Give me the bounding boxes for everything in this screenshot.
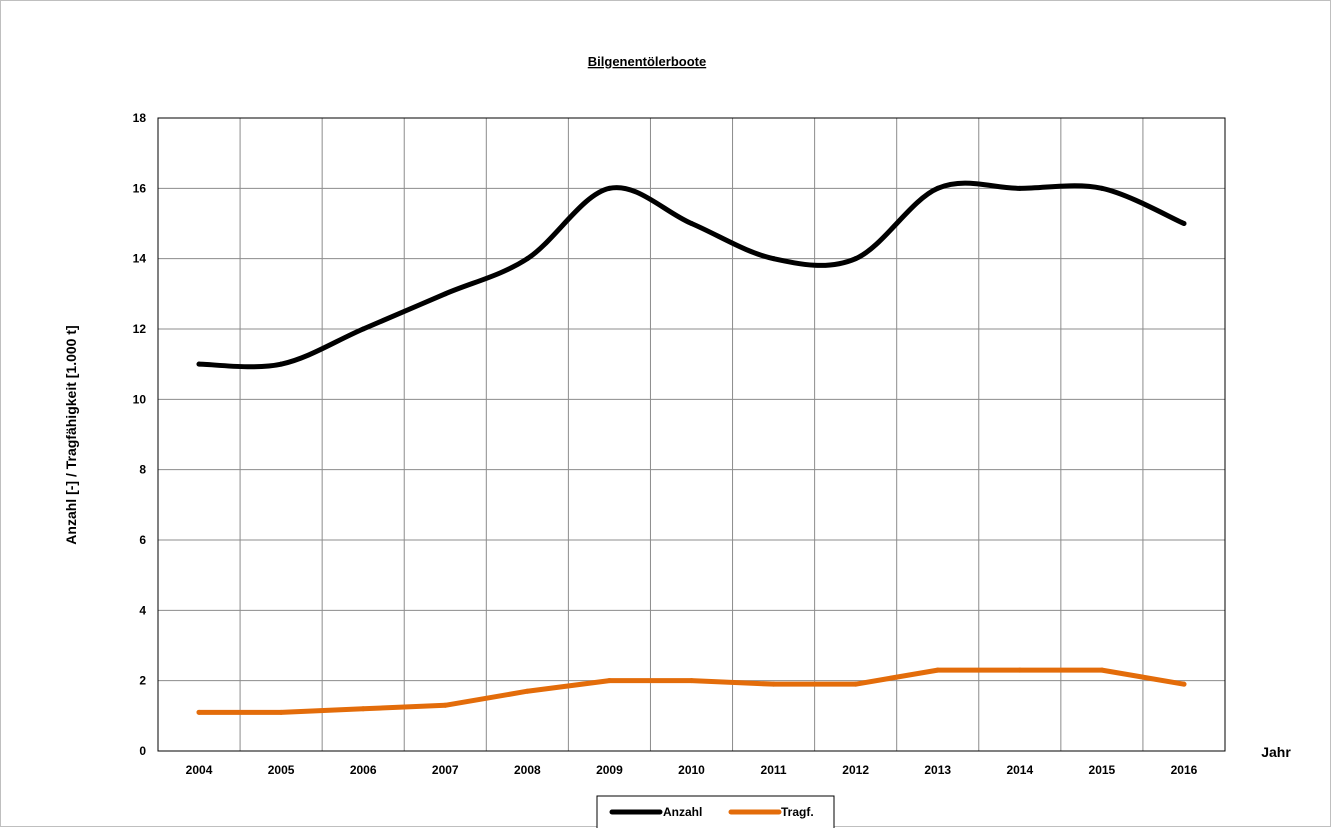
data-point (1099, 185, 1105, 191)
data-point (1099, 667, 1105, 673)
x-tick-label: 2016 (1171, 763, 1198, 777)
legend: Anzahl Tragf. (596, 795, 835, 828)
data-point (442, 702, 448, 708)
series-line-2 (196, 667, 1187, 715)
legend-label: Anzahl (663, 805, 702, 819)
y-tick-label: 4 (139, 603, 146, 617)
data-point (935, 185, 941, 191)
data-point (606, 678, 612, 684)
data-point (442, 291, 448, 297)
data-point (771, 681, 777, 687)
y-tick-label: 8 (139, 463, 146, 477)
data-point (1017, 667, 1023, 673)
data-point (771, 256, 777, 262)
data-point (524, 256, 530, 262)
y-tick-label: 14 (133, 252, 147, 266)
y-tick-label: 16 (133, 181, 147, 195)
x-tick-label: 2004 (186, 763, 213, 777)
y-tick-label: 2 (139, 674, 146, 688)
data-point (1017, 185, 1023, 191)
x-axis-ticks: 2004 2005 2006 2007 2008 2009 2010 2011 2012 2013… (186, 763, 1198, 777)
data-point (1181, 681, 1187, 687)
data-point (1181, 221, 1187, 226)
data-point (606, 185, 612, 191)
data-point (278, 709, 284, 715)
data-point (689, 678, 694, 684)
y-tick-label: 0 (139, 744, 146, 758)
x-tick-label: 2010 (678, 763, 705, 777)
data-point (935, 667, 941, 673)
y-tick-label: 12 (133, 322, 147, 336)
x-tick-label: 2006 (350, 763, 377, 777)
x-tick-label: 2007 (432, 763, 459, 777)
y-axis-ticks: 0 2 4 6 8 10 12 14 16 18 (133, 111, 147, 758)
data-point (853, 256, 859, 262)
x-tick-label: 2015 (1089, 763, 1116, 777)
data-point (196, 361, 202, 367)
y-tick-label: 10 (133, 392, 147, 406)
y-axis-label: Anzahl [-] / Tragfähigkeit [1.000 t] (63, 325, 79, 544)
data-point (196, 709, 202, 715)
data-point (360, 326, 366, 332)
data-point (689, 221, 694, 226)
y-tick-label: 6 (139, 533, 146, 547)
x-tick-label: 2005 (268, 763, 295, 777)
data-point (278, 361, 284, 367)
x-tick-label: 2008 (514, 763, 541, 777)
x-tick-label: 2013 (924, 763, 951, 777)
x-tick-label: 2009 (596, 763, 623, 777)
series-line-1 (196, 180, 1187, 370)
plot-area-border (157, 117, 1226, 752)
x-axis-label: Jahr (1261, 744, 1291, 760)
chart-title: Bilgenentölerboote (588, 54, 706, 69)
series-lines (196, 180, 1187, 715)
x-tick-label: 2011 (761, 763, 787, 777)
data-point (853, 681, 859, 687)
grid (157, 117, 1226, 752)
y-tick-label: 18 (133, 111, 147, 125)
x-tick-label: 2012 (842, 763, 869, 777)
legend-label: Tragf. (781, 805, 814, 819)
data-point (524, 688, 530, 694)
data-point (360, 706, 366, 712)
x-tick-label: 2014 (1006, 763, 1033, 777)
